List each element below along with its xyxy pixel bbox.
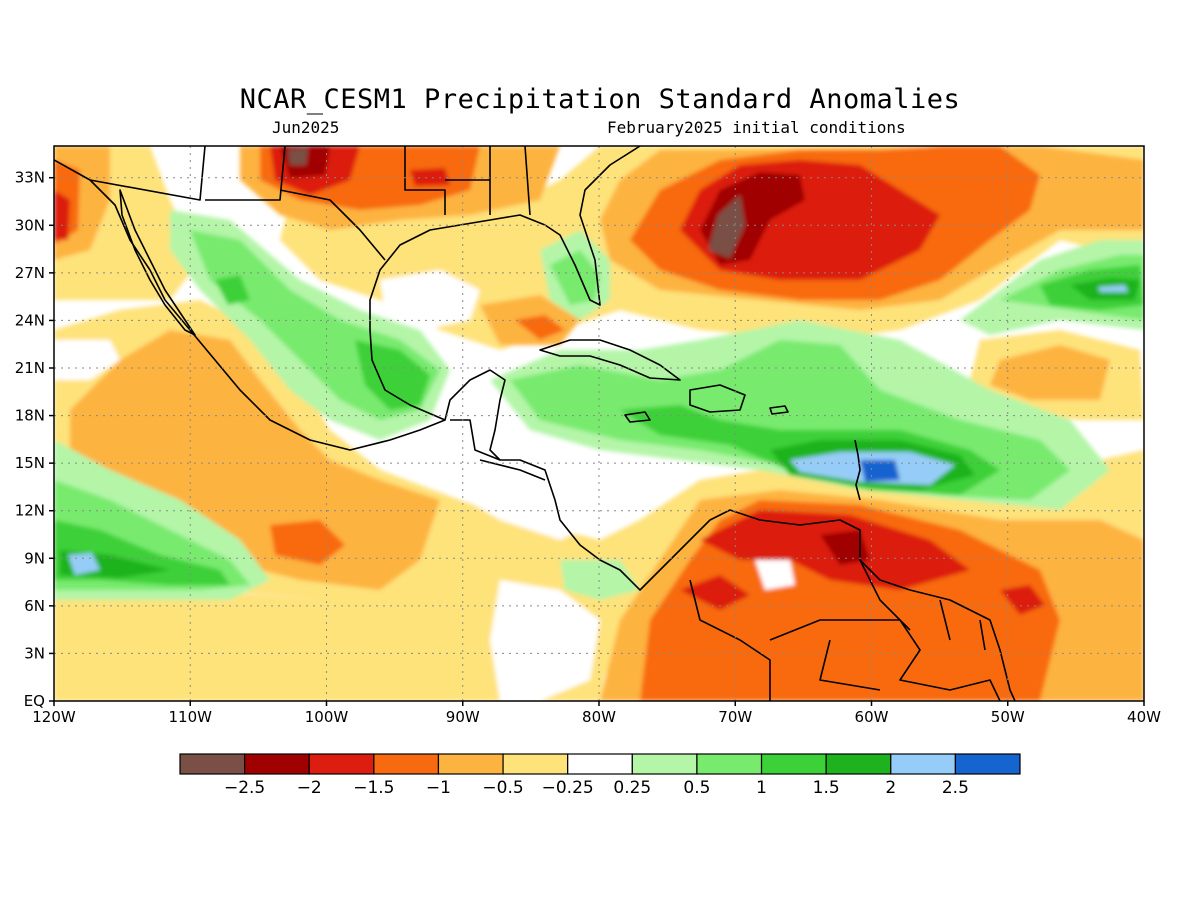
border-south-america: [689, 559, 1001, 701]
y-tick-label: 9N: [24, 549, 45, 567]
x-tick-label: 90W: [446, 708, 480, 726]
anomaly-field: [54, 146, 1144, 701]
gridlines: [54, 146, 1144, 701]
neutral-gulf: [380, 270, 480, 330]
legend-label: 0.25: [613, 778, 651, 798]
legend-label: −2: [297, 778, 322, 798]
y-tick-label: 3N: [24, 644, 45, 662]
y-tick-label: 6N: [24, 597, 45, 615]
x-tick-label: 50W: [991, 708, 1025, 726]
y-tick-label: 33N: [15, 169, 45, 187]
legend-swatch: [631, 753, 698, 775]
dry-severe-baja: [54, 190, 70, 240]
border-central-america: [450, 419, 546, 481]
legend-swatch: [308, 753, 375, 775]
dry-severe-south-america-2: [680, 575, 750, 610]
wet-extreme-atlantic-east: [1098, 285, 1128, 292]
legend-swatch: [502, 753, 569, 775]
x-tick-label: 100W: [305, 708, 349, 726]
neutral-mexico-west: [54, 340, 120, 380]
coastline-puerto-rico: [769, 405, 789, 415]
initial-conditions: February2025 initial conditions: [607, 118, 906, 137]
y-axis: EQ 3N 6N 9N 12N 15N 18N 21N 24N 27N 30N 33N: [15, 169, 54, 710]
y-tick-label: 21N: [15, 359, 45, 377]
legend-label: −0.5: [482, 778, 523, 798]
wet-moderate-florida: [550, 250, 600, 305]
x-axis: 120W 110W 100W 90W 80W 70W 60W 50W 40W: [32, 701, 1161, 726]
x-tick-label: 120W: [32, 708, 76, 726]
legend-label: 2: [885, 778, 896, 798]
coastline-gulf: [369, 146, 641, 421]
legend-label: −1.5: [353, 778, 394, 798]
dry-extreme-south-america: [820, 530, 870, 565]
color-legend: −2.5 −2 −1.5 −1 −0.5 −0.25 0.25 0.5 1 1.5 2 2.5: [179, 753, 1021, 798]
y-tick-label: 27N: [15, 264, 45, 282]
dry-strong-gulf-spot: [515, 315, 565, 340]
dry-severe-south-america-3: [1000, 585, 1045, 615]
legend-swatch: [567, 753, 633, 775]
y-tick-label: EQ: [24, 692, 45, 710]
y-tick-label: 15N: [15, 454, 45, 472]
legend-label: −2.5: [224, 778, 265, 798]
x-tick-label: 60W: [855, 708, 889, 726]
x-tick-label: 80W: [582, 708, 616, 726]
legend-swatch: [179, 753, 246, 775]
legend-swatch: [760, 753, 827, 775]
legend-label: −1: [426, 778, 451, 798]
forecast-month: Jun2025: [272, 118, 340, 137]
x-tick-label: 70W: [718, 708, 752, 726]
legend-swatch: [890, 753, 956, 775]
legend-swatch: [373, 753, 440, 775]
legend-swatch: [825, 753, 892, 775]
legend-label: 0.5: [683, 778, 710, 798]
chart-title: NCAR_CESM1 Precipitation Standard Anomal…: [239, 84, 961, 115]
coastline-baja: [119, 189, 196, 336]
wet-strong-mexico: [355, 340, 430, 410]
border-states: [404, 146, 531, 216]
y-tick-label: 12N: [15, 502, 45, 520]
legend-label: −0.25: [542, 778, 594, 798]
neutral-venezuela-spot: [755, 560, 795, 590]
legend-swatch: [437, 753, 504, 775]
coastline-cuba: [539, 339, 681, 381]
dry-record-mexico-north: [288, 148, 308, 165]
border-us-mexico: [89, 146, 386, 261]
x-tick-label: 40W: [1127, 708, 1161, 726]
legend-label: 1.5: [813, 778, 840, 798]
x-tick-label: 110W: [169, 708, 213, 726]
legend-swatch: [954, 753, 1021, 775]
wet-record-caribbean: [860, 460, 900, 482]
y-tick-label: 18N: [15, 407, 45, 425]
coastline-hispaniola: [689, 384, 746, 413]
coastline-lesser-antilles: [854, 439, 861, 501]
y-tick-label: 24N: [15, 311, 45, 329]
wet-strong-mexico-2: [215, 275, 250, 305]
dry-severe-texas-spot: [410, 168, 450, 186]
dry-moderate-east: [990, 345, 1110, 400]
coastline-north-america: [54, 159, 661, 591]
coastlines: [54, 146, 1016, 701]
legend-label: 1: [756, 778, 767, 798]
coastline-south-america: [659, 509, 1016, 701]
coastline-jamaica: [624, 411, 651, 423]
legend-swatch: [244, 753, 310, 775]
neutral-colombia-west: [490, 580, 600, 701]
legend-swatch: [696, 753, 763, 775]
legend-label: 2.5: [942, 778, 969, 798]
y-tick-label: 30N: [15, 216, 45, 234]
